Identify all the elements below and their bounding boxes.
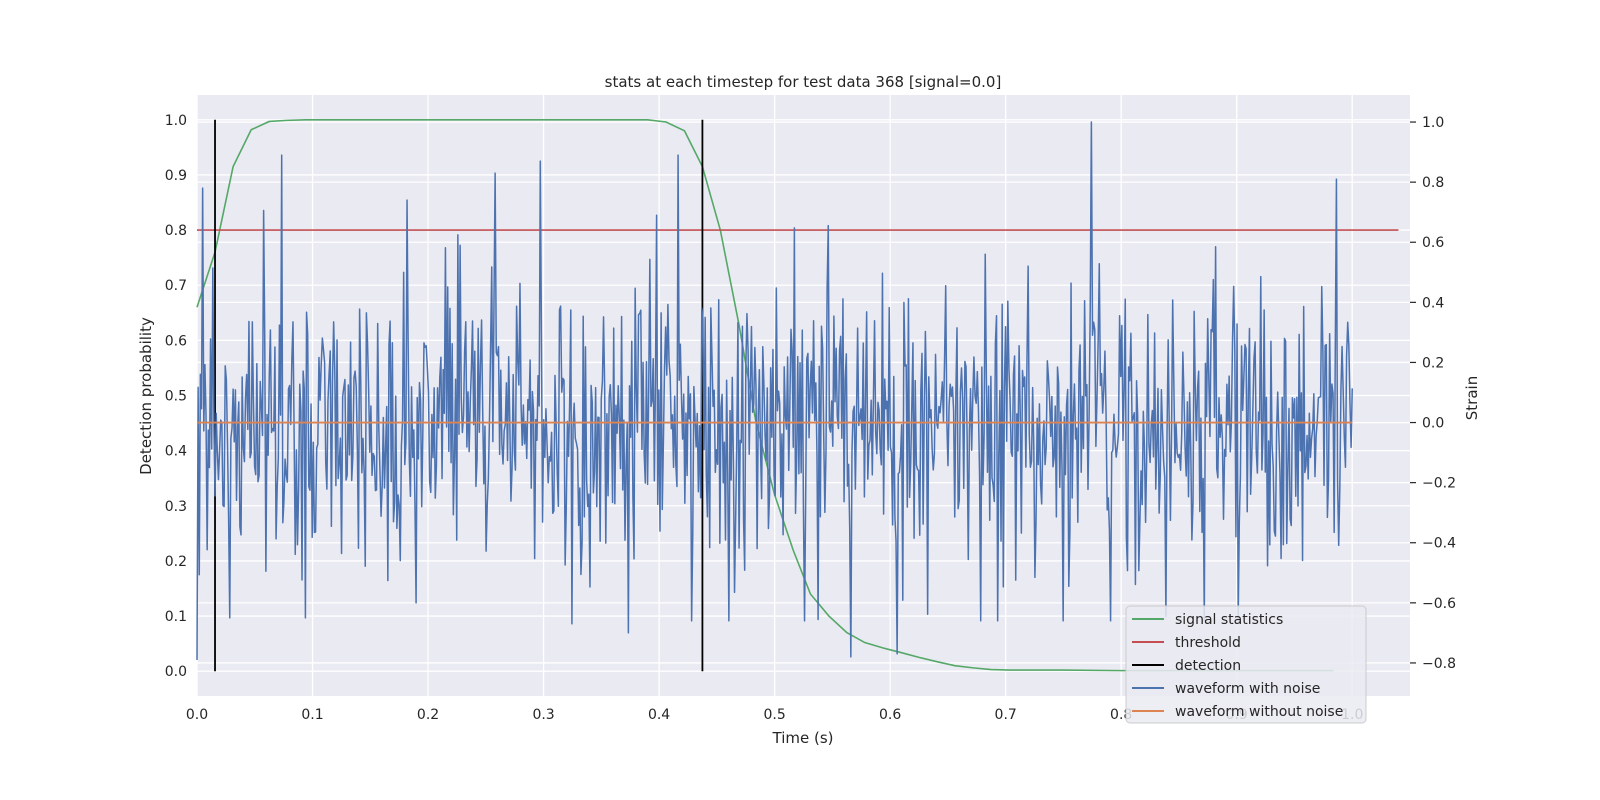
y-axis-left-ticks: 0.0 0.1 0.2 0.3 0.4 0.5 0.6 0.7 0.8 0.9 1.0 xyxy=(165,113,187,680)
y-right-tick-label: 0.8 xyxy=(1422,175,1444,191)
y-left-tick-label: 0.4 xyxy=(165,444,187,460)
x-tick-label: 0.3 xyxy=(532,707,554,723)
y-left-tick-label: 0.0 xyxy=(165,664,187,680)
legend-label: waveform with noise xyxy=(1175,681,1320,697)
y-right-tick-label: −0.8 xyxy=(1422,656,1456,672)
legend-label: waveform without noise xyxy=(1175,704,1343,720)
y-axis-left-label: Detection probability xyxy=(137,317,155,475)
legend-label: detection xyxy=(1175,658,1241,674)
y-right-tick-label: 0.6 xyxy=(1422,235,1444,251)
x-tick-label: 0.4 xyxy=(648,707,670,723)
x-tick-label: 0.1 xyxy=(301,707,323,723)
y-right-tick-label: −0.2 xyxy=(1422,476,1456,492)
y-right-tick-label: 0.2 xyxy=(1422,355,1444,371)
y-left-tick-label: 0.1 xyxy=(165,609,187,625)
legend-label: threshold xyxy=(1175,635,1241,651)
y-left-tick-label: 0.3 xyxy=(165,499,187,515)
y-axis-right-label: Strain xyxy=(1463,376,1481,420)
y-left-tick-label: 1.0 xyxy=(165,113,187,129)
y-right-tick-label: 1.0 xyxy=(1422,115,1444,131)
x-tick-label: 0.0 xyxy=(186,707,208,723)
x-tick-label: 0.5 xyxy=(763,707,785,723)
y-left-tick-label: 0.7 xyxy=(165,278,187,294)
y-right-tick-label: 0.0 xyxy=(1422,416,1444,432)
legend: signal statistics threshold detection wavef… xyxy=(1125,605,1367,724)
y-left-tick-label: 0.2 xyxy=(165,554,187,570)
y-right-tick-label: −0.6 xyxy=(1422,596,1456,612)
legend-frame xyxy=(1125,605,1367,724)
y-left-tick-label: 0.8 xyxy=(165,223,187,239)
y-left-tick-label: 0.6 xyxy=(165,333,187,349)
x-tick-label: 0.6 xyxy=(879,707,901,723)
series-waveform-with-noise xyxy=(196,121,1353,660)
plot-lines xyxy=(196,119,1399,672)
chart-title: stats at each timestep for test data 368… xyxy=(605,73,1002,91)
y-right-tick-label: −0.4 xyxy=(1422,536,1456,552)
legend-label: signal statistics xyxy=(1175,612,1283,628)
y-left-tick-label: 0.5 xyxy=(165,389,187,405)
y-right-tick-label: 0.4 xyxy=(1422,295,1444,311)
x-tick-label: 0.7 xyxy=(995,707,1017,723)
y-left-tick-label: 0.9 xyxy=(165,168,187,184)
x-axis-label: Time (s) xyxy=(772,729,834,747)
x-tick-label: 0.2 xyxy=(417,707,439,723)
y-axis-right-ticks: −0.8 −0.6 −0.4 −0.2 0.0 0.2 0.4 0.6 0.8 1.0 xyxy=(1410,115,1456,672)
